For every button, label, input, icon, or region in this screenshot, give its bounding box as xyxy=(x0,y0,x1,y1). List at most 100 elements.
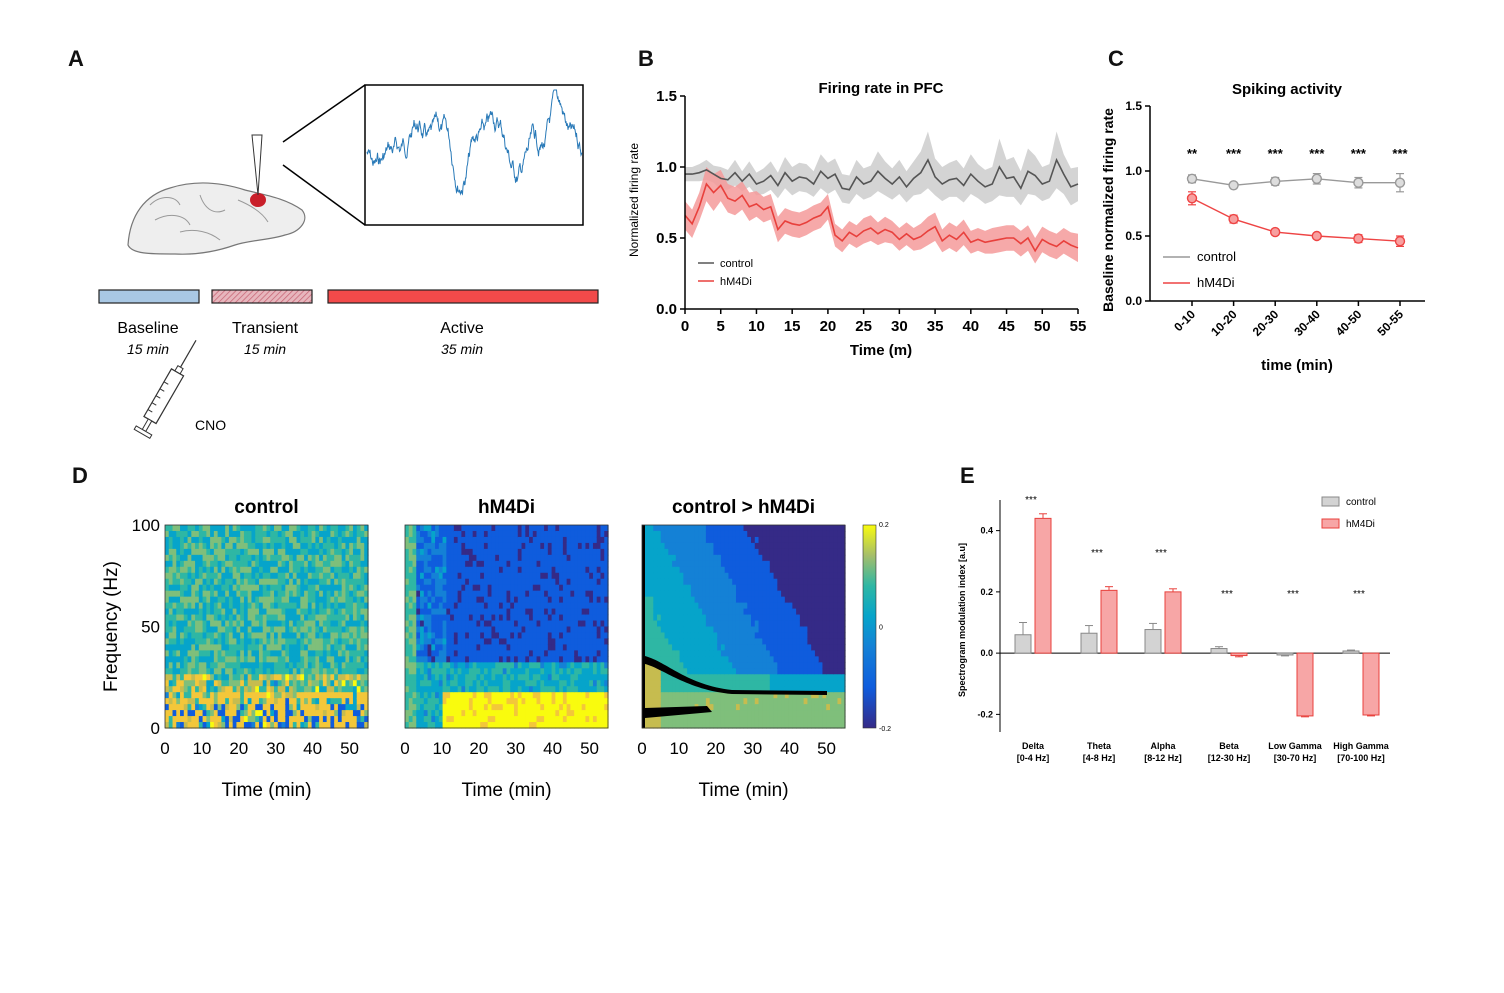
spectrogram-cell xyxy=(438,626,444,634)
spectrogram-cell xyxy=(544,686,549,693)
spectrogram-cell xyxy=(405,698,410,705)
x-tick-label: 10-20 xyxy=(1208,307,1240,339)
spectrogram-cell xyxy=(247,644,253,651)
spectrogram-cell xyxy=(754,554,760,562)
spectrogram-cell xyxy=(551,704,556,711)
spectrogram-cell xyxy=(180,554,185,562)
spectrogram-cell xyxy=(225,572,230,580)
spectrogram-cell xyxy=(713,638,718,646)
spectrogram-cell xyxy=(360,560,365,568)
spectrogram-cell xyxy=(596,692,602,699)
spectrogram-cell xyxy=(604,626,609,634)
spectrogram-cell xyxy=(555,525,560,532)
spectrogram-cell xyxy=(420,608,425,616)
spectrogram-cell xyxy=(210,704,215,711)
spectrogram-cell xyxy=(236,578,241,586)
spectrogram-cell xyxy=(337,644,343,651)
spectrogram-cell xyxy=(465,536,470,544)
spectrogram-cell xyxy=(679,584,684,592)
spectrogram-cell xyxy=(645,680,651,687)
spectrogram-cell xyxy=(480,716,485,723)
spectrogram-cell xyxy=(551,710,556,717)
spectrogram-cell xyxy=(702,542,707,550)
spectrogram-cell xyxy=(300,638,305,646)
spectrogram-cell xyxy=(319,644,324,651)
spectrogram-cell xyxy=(690,656,696,663)
spectrogram-cell xyxy=(461,584,466,592)
spectrogram-cell xyxy=(735,698,741,705)
spectrogram-cell xyxy=(664,632,669,640)
spectrogram-cell xyxy=(491,525,496,532)
spectrogram-cell xyxy=(228,662,234,669)
spectrogram-cell xyxy=(732,566,737,574)
spectrogram-cell xyxy=(743,662,748,669)
spectrogram-cell xyxy=(221,710,226,717)
spectrogram-cell xyxy=(713,602,718,610)
spectrogram-cell xyxy=(728,704,733,711)
spectrogram-cell xyxy=(453,548,459,556)
spectrogram-cell xyxy=(423,536,429,544)
spectrogram-cell xyxy=(255,560,260,568)
spectrogram-cell xyxy=(176,674,181,681)
spectrogram-cell xyxy=(510,608,515,616)
spectrogram-cell xyxy=(243,674,249,681)
y-tick-label: 0.5 xyxy=(1125,229,1142,243)
spectrogram-cell xyxy=(517,560,523,568)
spectrogram-cell xyxy=(510,662,515,669)
spectrogram-cell xyxy=(720,722,726,729)
spectrogram-cell xyxy=(442,632,447,640)
spectrogram-cell xyxy=(225,548,230,556)
spectrogram-cell xyxy=(465,590,470,598)
spectrogram-cell xyxy=(529,704,534,711)
spectrogram-cell xyxy=(337,614,343,622)
spectrogram-cell xyxy=(360,596,365,604)
spectrogram-cell xyxy=(577,614,583,622)
spectrogram-cell xyxy=(517,710,523,717)
spectrogram-cell xyxy=(408,590,414,598)
spectrogram-cell xyxy=(296,596,301,604)
spectrogram-cell xyxy=(589,656,594,663)
spectrogram-cell xyxy=(480,560,485,568)
spectrogram-cell xyxy=(281,560,286,568)
spectrogram-cell xyxy=(330,716,335,723)
spectrogram-cell xyxy=(255,602,260,610)
spectrogram-cell xyxy=(334,596,339,604)
spectrogram-cell xyxy=(296,722,301,729)
spectrogram-cell xyxy=(510,584,515,592)
spectrogram-cell xyxy=(694,626,699,634)
spectrogram-cell xyxy=(360,650,365,657)
spectrogram-cell xyxy=(255,626,260,634)
spectrogram-cell xyxy=(758,632,763,640)
spectrogram-cell xyxy=(356,704,362,711)
spectrogram-cell xyxy=(423,554,429,562)
spectrogram-cell xyxy=(334,704,339,711)
spectrogram-cell xyxy=(176,608,181,616)
spectrogram-cell xyxy=(247,698,253,705)
spectrogram-cell xyxy=(450,554,455,562)
spectrogram-cell xyxy=(420,596,425,604)
spectrogram-cell xyxy=(337,572,343,580)
spectrogram-cell xyxy=(195,722,200,729)
spectrogram-cell xyxy=(529,692,534,699)
spectrogram-cell xyxy=(187,596,192,604)
spectrogram-cell xyxy=(427,716,432,723)
spectrogram-cell xyxy=(423,644,429,651)
spectrogram-cell xyxy=(330,525,335,532)
spectrogram-cell xyxy=(657,656,662,663)
spectrogram-cell xyxy=(502,602,508,610)
spectrogram-cell xyxy=(285,650,290,657)
spectrogram-cell xyxy=(281,632,286,640)
spectrogram-cell xyxy=(236,608,241,616)
spectrogram-cell xyxy=(532,704,538,711)
spectrogram-cell xyxy=(551,584,556,592)
spectrogram-cell xyxy=(585,608,590,616)
spectrogram-cell xyxy=(168,722,174,729)
spectrogram-cell xyxy=(360,692,365,699)
spectrogram-cell xyxy=(472,602,478,610)
spectrogram-cell xyxy=(412,704,417,711)
spectrogram-cell xyxy=(487,686,493,693)
spectrogram-cell xyxy=(191,602,196,610)
spectrogram-cell xyxy=(751,536,756,544)
spectrogram-cell xyxy=(487,548,493,556)
spectrogram-cell xyxy=(289,662,294,669)
